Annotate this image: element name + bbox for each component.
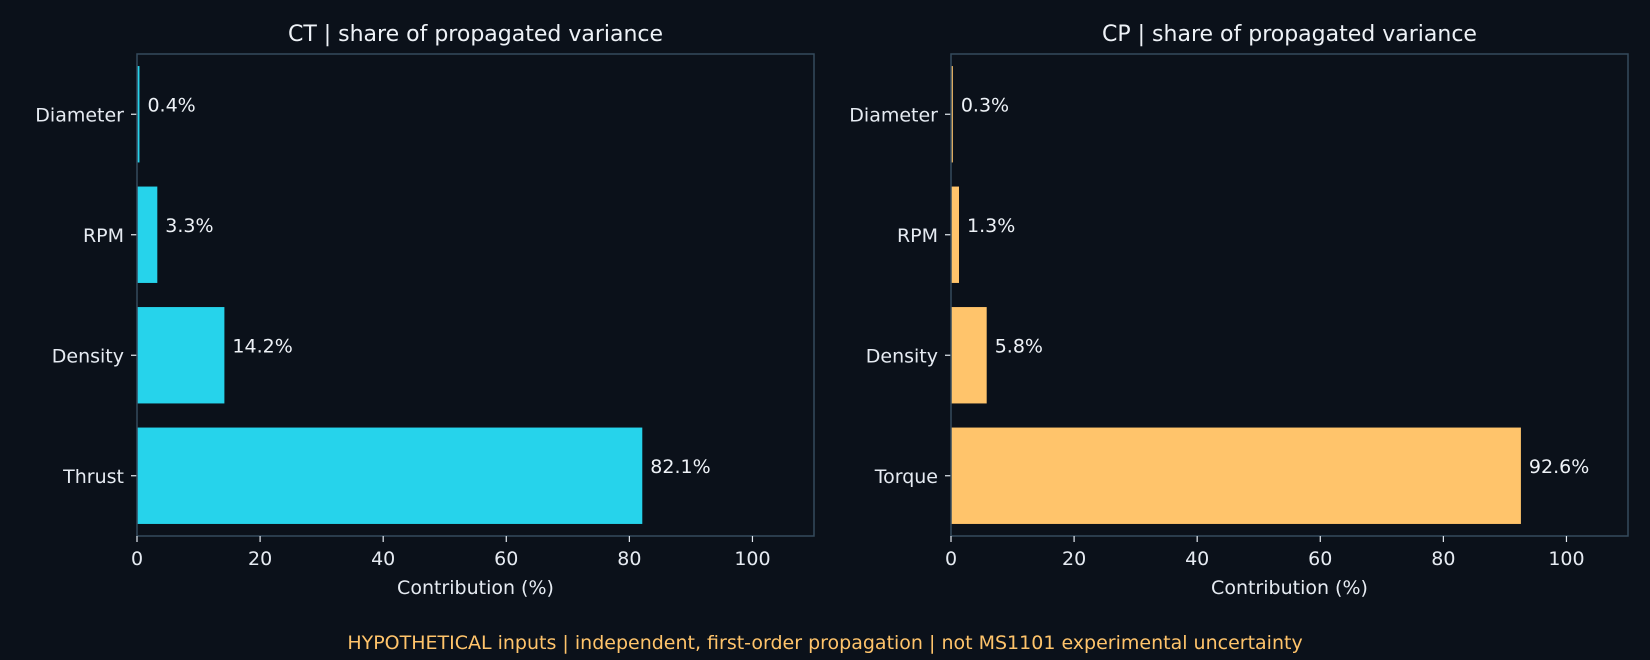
footnote: HYPOTHETICAL inputs | independent, first… bbox=[347, 632, 1302, 654]
bar-diameter bbox=[137, 66, 140, 163]
category-label: Torque bbox=[874, 466, 938, 488]
x-axis-label: Contribution (%) bbox=[1211, 577, 1368, 599]
bar-torque bbox=[951, 427, 1521, 524]
category-label: Diameter bbox=[849, 104, 938, 126]
data-label: 1.3% bbox=[967, 215, 1015, 237]
category-label: Density bbox=[52, 345, 124, 367]
data-label: 5.8% bbox=[995, 335, 1043, 357]
x-tick-label: 80 bbox=[1431, 548, 1455, 570]
bar-diameter bbox=[951, 66, 953, 163]
chart-panel-2: CP | share of propagated variance 0.3% Dia… bbox=[849, 22, 1629, 599]
x-tick-label: 60 bbox=[494, 548, 518, 570]
category-label: Density bbox=[866, 345, 938, 367]
category-label: RPM bbox=[897, 225, 938, 247]
chart-title: CP | share of propagated variance bbox=[1102, 22, 1477, 47]
x-tick-label: 20 bbox=[1062, 548, 1086, 570]
data-label: 0.3% bbox=[961, 94, 1009, 116]
bar-rpm bbox=[951, 186, 960, 283]
data-label: 14.2% bbox=[232, 335, 292, 357]
x-tick-label: 100 bbox=[734, 548, 770, 570]
x-tick-label: 60 bbox=[1308, 548, 1332, 570]
category-label: Thrust bbox=[62, 466, 124, 488]
data-label: 82.1% bbox=[650, 456, 710, 478]
chart-panel-1: CT | share of propagated variance 0.4% Dia… bbox=[35, 22, 815, 599]
bar-rpm bbox=[137, 186, 158, 283]
x-tick-label: 0 bbox=[131, 548, 143, 570]
x-tick-label: 20 bbox=[248, 548, 272, 570]
axes-frame bbox=[950, 53, 1629, 537]
chart-title: CT | share of propagated variance bbox=[288, 22, 663, 47]
data-label: 0.4% bbox=[147, 94, 195, 116]
x-tick-label: 40 bbox=[371, 548, 395, 570]
data-label: 92.6% bbox=[1529, 456, 1589, 478]
x-tick-label: 100 bbox=[1548, 548, 1584, 570]
x-axis-label: Contribution (%) bbox=[397, 577, 554, 599]
bar-density bbox=[137, 307, 225, 404]
bar-thrust bbox=[137, 427, 643, 524]
axes-frame bbox=[136, 53, 815, 537]
category-label: RPM bbox=[83, 225, 124, 247]
x-tick-label: 80 bbox=[617, 548, 641, 570]
data-label: 3.3% bbox=[165, 215, 213, 237]
x-tick-label: 0 bbox=[945, 548, 957, 570]
category-label: Diameter bbox=[35, 104, 124, 126]
bar-density bbox=[951, 307, 987, 404]
x-tick-label: 40 bbox=[1185, 548, 1209, 570]
